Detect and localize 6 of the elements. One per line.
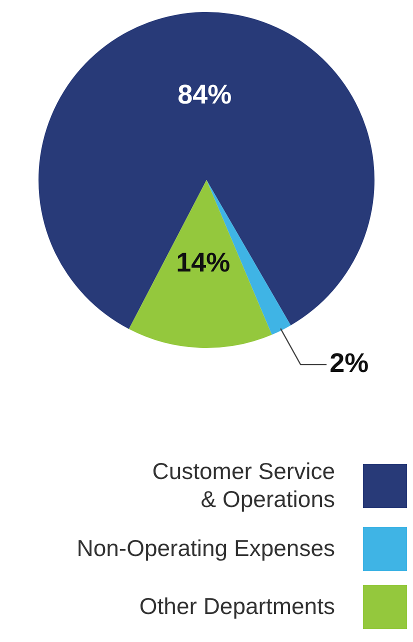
legend-label: Other Departments <box>138 593 335 621</box>
data-label: 2% <box>330 348 369 378</box>
data-label: 84% <box>178 79 232 110</box>
legend-label: Non-Operating Expenses <box>76 535 335 563</box>
legend-label: Customer Service & Operations <box>151 458 335 514</box>
data-label: 14% <box>176 247 230 278</box>
